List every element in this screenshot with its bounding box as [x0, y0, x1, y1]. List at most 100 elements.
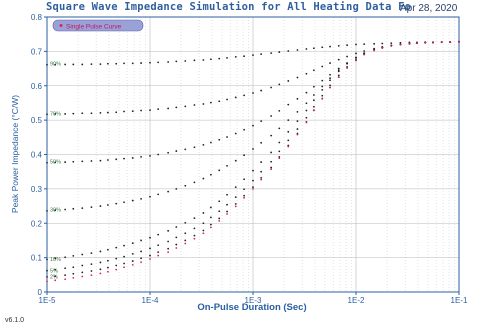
data-point: [218, 210, 221, 213]
data-point: [46, 161, 48, 164]
data-point: [54, 113, 57, 115]
data-point: [305, 102, 308, 105]
data-point: [202, 143, 205, 146]
data-point: [440, 41, 443, 43]
data-point: [54, 209, 57, 212]
data-point: [415, 42, 418, 45]
data-point: [381, 47, 384, 49]
data-point: [390, 42, 393, 45]
data-point: [184, 239, 187, 242]
data-point: [252, 54, 254, 57]
data-point: [64, 256, 67, 259]
data-point: [296, 133, 299, 136]
data-point: [432, 41, 434, 44]
data-point: [209, 223, 212, 226]
data-point: [278, 127, 281, 130]
data-point: [167, 61, 170, 63]
data-point: [64, 161, 67, 163]
tick-label-layer: 1E-5 1E-4 1E-3 1E-2 1E-1 0 0.1 0.2 0.3 0.4 0.5 0.6 0…: [31, 13, 468, 305]
duty-cycle-label: 2%: [50, 275, 58, 281]
data-point: [270, 151, 273, 154]
data-point: [234, 96, 237, 99]
data-point: [184, 148, 187, 151]
data-point: [157, 254, 160, 257]
data-point: [226, 203, 228, 206]
x-tick-label: 1E-5: [39, 296, 56, 305]
data-point: [226, 210, 228, 213]
duty-cycle-label: 5%: [50, 268, 58, 274]
data-point: [202, 177, 205, 180]
data-point: [218, 57, 221, 60]
data-point: [287, 145, 290, 148]
data-point: [46, 209, 48, 212]
data-point: [278, 150, 281, 153]
y-tick-label: 0.8: [31, 13, 43, 22]
data-point: [46, 258, 48, 261]
data-point: [167, 190, 170, 193]
data-point: [278, 51, 281, 53]
data-point: [184, 60, 187, 62]
data-point: [149, 61, 151, 64]
data-point: [260, 161, 263, 163]
data-point: [115, 257, 118, 260]
data-point: [202, 232, 205, 235]
data-point: [329, 86, 331, 89]
data-point: [184, 105, 187, 108]
data-point: [270, 115, 273, 117]
data-point: [140, 109, 143, 112]
data-point: [123, 201, 125, 204]
data-point: [115, 158, 118, 161]
data-point: [305, 109, 308, 112]
data-point: [234, 159, 237, 162]
series-label-layer: 90%70%50%30%10%5%2%: [50, 61, 61, 280]
data-point: [260, 53, 263, 56]
data-point: [312, 109, 315, 112]
data-point: [106, 270, 109, 273]
data-point: [270, 86, 273, 89]
data-point: [123, 262, 125, 265]
data-point: [90, 270, 93, 272]
data-point: [131, 263, 134, 266]
data-point: [234, 186, 237, 189]
data-point: [329, 84, 331, 87]
data-point: [355, 52, 357, 55]
data-point: [346, 55, 349, 58]
data-point: [123, 255, 125, 258]
data-point: [90, 160, 93, 162]
data-point: [243, 128, 246, 131]
data-point: [312, 94, 315, 96]
data-point: [449, 41, 452, 43]
data-point: [243, 188, 246, 191]
data-point: [81, 275, 84, 278]
data-point: [115, 268, 118, 271]
data-point: [123, 110, 125, 113]
data-point: [363, 50, 366, 52]
data-point: [321, 79, 324, 82]
data-point: [287, 103, 290, 106]
data-point: [81, 264, 84, 267]
data-point: [312, 99, 315, 102]
data-point: [209, 226, 212, 229]
y-axis-label: Peak Power Impedance (°C/W): [10, 95, 20, 213]
data-point: [123, 244, 125, 247]
data-point: [296, 49, 299, 51]
data-point: [321, 46, 324, 49]
data-point: [106, 62, 109, 65]
data-point: [305, 91, 308, 94]
axis-layer: [44, 16, 460, 295]
data-point: [99, 159, 102, 162]
data-point: [296, 128, 299, 130]
data-point: [140, 261, 143, 263]
data-point: [115, 111, 118, 114]
data-point: [54, 161, 57, 164]
data-point: [305, 72, 308, 75]
data-point: [270, 168, 273, 171]
x-tick-label: 1E-2: [348, 296, 365, 305]
data-point: [260, 120, 263, 123]
data-point: [167, 240, 170, 243]
data-point: [99, 250, 102, 253]
data-point: [64, 274, 67, 277]
data-point: [296, 110, 299, 113]
data-point: [355, 56, 357, 59]
data-point: [167, 247, 170, 250]
